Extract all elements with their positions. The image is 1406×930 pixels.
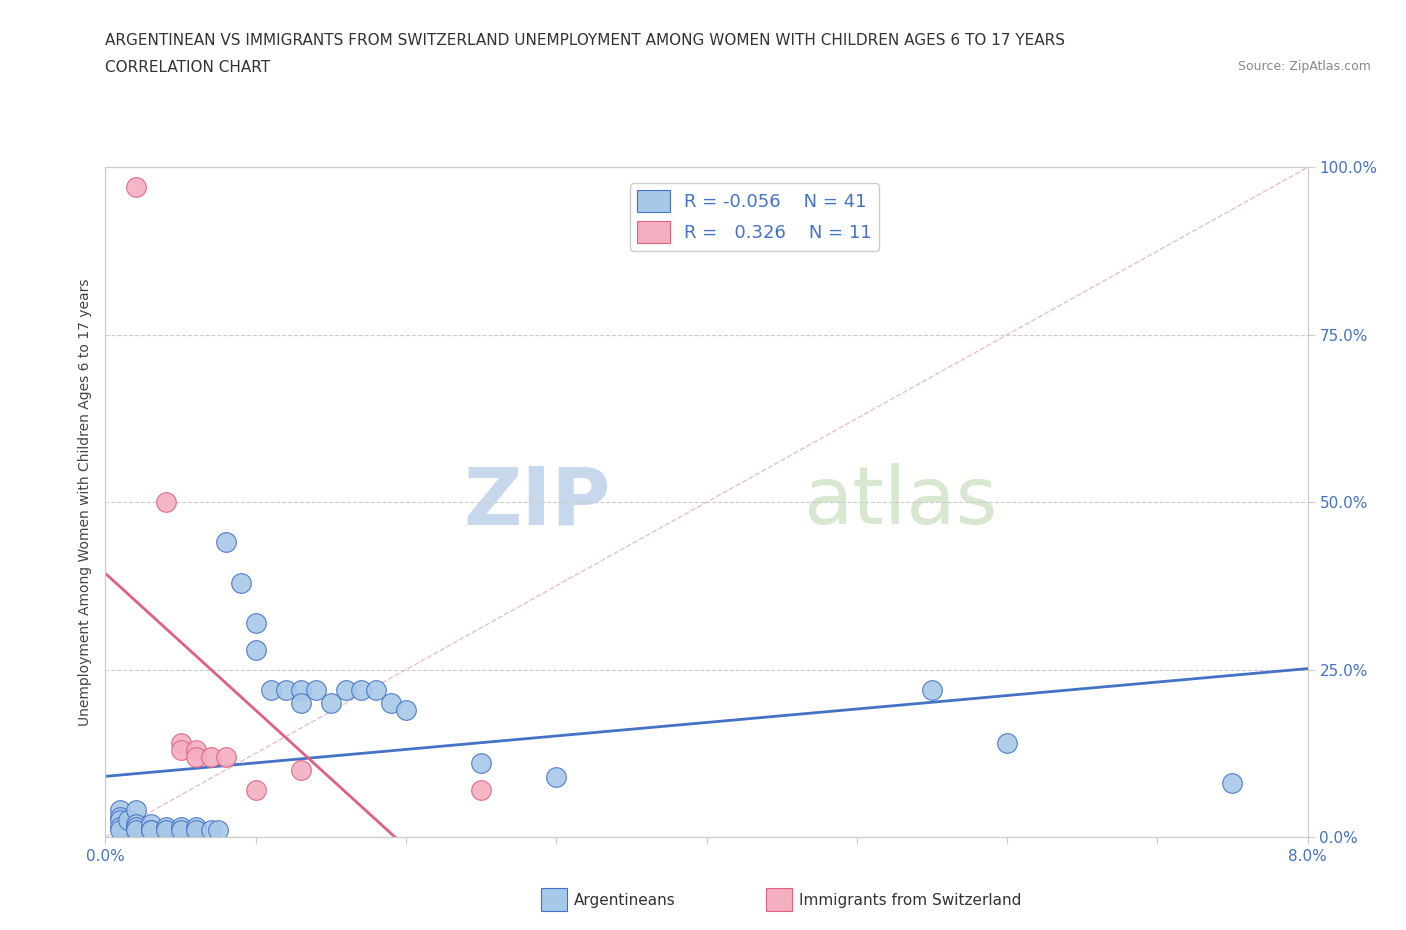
Point bbox=[184, 819, 207, 834]
Point bbox=[921, 683, 943, 698]
Y-axis label: Unemployment Among Women with Children Ages 6 to 17 years: Unemployment Among Women with Children A… bbox=[79, 278, 93, 726]
Text: ZIP: ZIP bbox=[463, 463, 610, 541]
Point bbox=[110, 803, 132, 817]
Point bbox=[200, 750, 222, 764]
Point bbox=[305, 683, 328, 698]
Point bbox=[290, 696, 312, 711]
Point bbox=[184, 750, 207, 764]
Point bbox=[155, 819, 177, 834]
Point bbox=[995, 736, 1018, 751]
Text: ARGENTINEAN VS IMMIGRANTS FROM SWITZERLAND UNEMPLOYMENT AMONG WOMEN WITH CHILDRE: ARGENTINEAN VS IMMIGRANTS FROM SWITZERLA… bbox=[105, 33, 1066, 47]
Point bbox=[364, 683, 387, 698]
FancyBboxPatch shape bbox=[766, 888, 792, 911]
Text: Source: ZipAtlas.com: Source: ZipAtlas.com bbox=[1237, 60, 1371, 73]
Point bbox=[290, 683, 312, 698]
Point bbox=[139, 823, 162, 838]
Point bbox=[290, 763, 312, 777]
Point bbox=[274, 683, 297, 698]
Point bbox=[229, 575, 252, 590]
Text: Argentineans: Argentineans bbox=[574, 893, 675, 908]
Point bbox=[207, 823, 229, 838]
Point bbox=[169, 823, 191, 838]
Point bbox=[184, 823, 207, 838]
Point bbox=[110, 809, 132, 824]
Point bbox=[110, 813, 132, 828]
Point bbox=[155, 495, 177, 510]
Text: Immigrants from Switzerland: Immigrants from Switzerland bbox=[799, 893, 1021, 908]
Point bbox=[124, 823, 146, 838]
Point bbox=[110, 823, 132, 838]
Text: atlas: atlas bbox=[803, 463, 997, 541]
FancyBboxPatch shape bbox=[541, 888, 567, 911]
Point bbox=[169, 819, 191, 834]
Point bbox=[260, 683, 283, 698]
Point bbox=[319, 696, 342, 711]
Point bbox=[1222, 776, 1244, 790]
Point bbox=[124, 803, 146, 817]
Point bbox=[124, 180, 146, 195]
Point bbox=[155, 823, 177, 838]
Point bbox=[117, 813, 139, 828]
Point bbox=[245, 783, 267, 798]
Point bbox=[200, 823, 222, 838]
Point bbox=[350, 683, 373, 698]
Point bbox=[214, 750, 236, 764]
Point bbox=[169, 742, 191, 757]
Point bbox=[245, 616, 267, 631]
Point bbox=[470, 756, 492, 771]
Point bbox=[546, 769, 568, 784]
Point bbox=[110, 819, 132, 834]
Legend: R = -0.056    N = 41, R =   0.326    N = 11: R = -0.056 N = 41, R = 0.326 N = 11 bbox=[630, 183, 879, 251]
Text: CORRELATION CHART: CORRELATION CHART bbox=[105, 60, 270, 75]
Point bbox=[124, 817, 146, 831]
Point bbox=[124, 819, 146, 834]
Point bbox=[214, 535, 236, 550]
Point bbox=[184, 742, 207, 757]
Point bbox=[395, 702, 418, 717]
Point bbox=[470, 783, 492, 798]
Point bbox=[380, 696, 402, 711]
Point bbox=[139, 823, 162, 838]
Point bbox=[169, 736, 191, 751]
Point bbox=[139, 817, 162, 831]
Point bbox=[245, 642, 267, 657]
Point bbox=[335, 683, 357, 698]
